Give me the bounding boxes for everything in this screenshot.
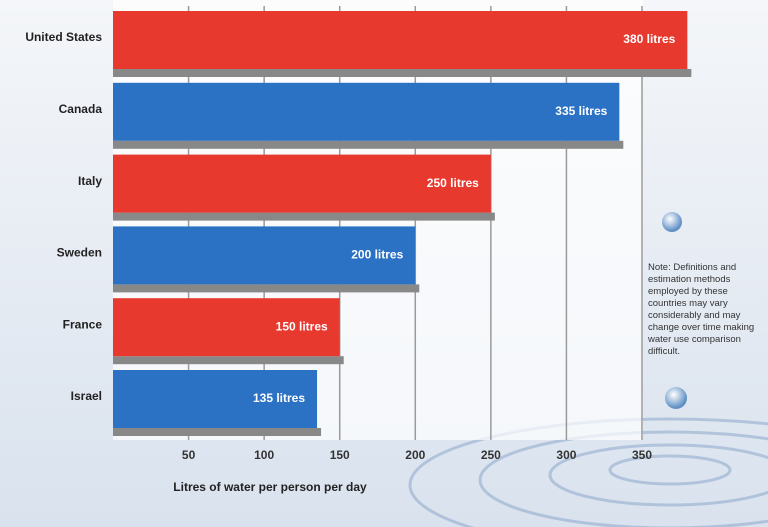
value-label: 335 litres [555,104,607,118]
bar [113,298,340,357]
value-label: 380 litres [623,32,675,46]
bar [113,11,688,69]
x-tick-label: 100 [254,448,274,462]
y-tick-label: Italy [78,174,102,188]
x-axis-label: Litres of water per person per day [173,480,367,494]
x-tick-label: 300 [556,448,576,462]
y-tick-label: Sweden [57,246,102,260]
value-label: 135 litres [253,391,305,405]
y-tick-label: Canada [59,102,103,116]
bar-shadow [113,212,495,221]
y-tick-label: Israel [71,389,102,403]
bar [113,154,491,213]
bar-shadow [113,69,692,77]
bar-shadow [113,284,420,293]
ripples [408,417,768,527]
value-label: 200 litres [351,248,403,262]
x-tick-label: 350 [632,448,652,462]
x-tick-label: 250 [481,448,501,462]
drop [662,212,682,232]
bar [113,370,318,428]
bar [113,226,416,285]
x-tick-label: 150 [330,448,350,462]
bar [113,82,620,141]
bar-shadow [113,428,322,436]
y-tick-label: United States [25,30,102,44]
note: Note: Definitions and estimation methods… [648,262,755,357]
value-label: 250 litres [427,176,479,190]
bar-shadow [113,356,344,365]
drop [665,387,687,409]
y-tick-label: France [63,317,103,331]
bar-shadow [113,140,624,149]
x-tick-label: 50 [182,448,196,462]
value-label: 150 litres [276,319,328,333]
x-tick-label: 200 [405,448,425,462]
